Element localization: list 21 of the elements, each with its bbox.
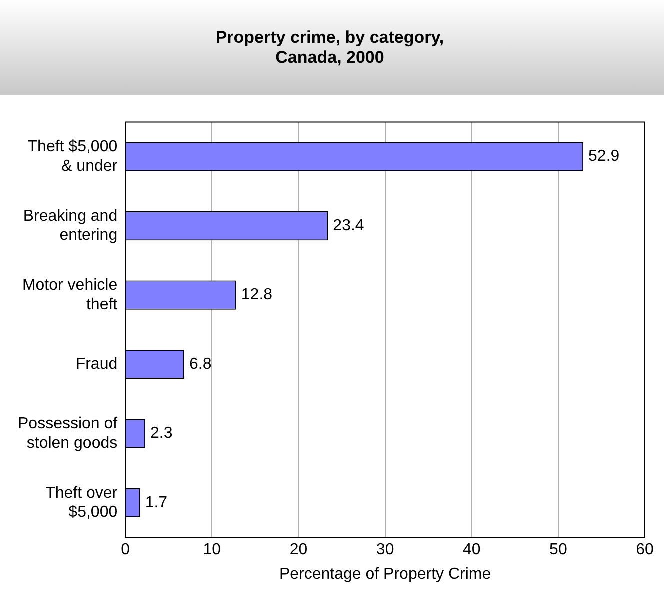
y-tick-label: Fraud: [76, 356, 118, 373]
x-tick-label: 30: [376, 542, 394, 559]
x-axis-title: Percentage of Property Crime: [279, 566, 492, 583]
x-tick-label: 20: [290, 542, 308, 559]
x-tick-label: 40: [462, 542, 481, 559]
chart-title: Property crime, by category, Canada, 2000: [214, 28, 446, 68]
data-label: 6.8: [189, 356, 212, 373]
y-tick-label: Theft $5,000 & under: [28, 138, 118, 175]
x-tick-label: 60: [636, 542, 654, 559]
x-tick-label: 50: [550, 542, 568, 559]
x-tick-label: 0: [121, 542, 130, 559]
y-tick-label: Motor vehicle theft: [22, 277, 118, 314]
x-tick-label: 10: [203, 542, 222, 559]
data-label: 23.4: [333, 217, 364, 234]
data-label: 1.7: [145, 494, 168, 512]
y-tick-label: Theft over $5,000: [46, 484, 118, 521]
y-tick-label: Breaking and entering: [23, 208, 118, 244]
data-label: 2.3: [150, 425, 173, 442]
data-label: 12.8: [241, 286, 273, 304]
data-label: 52.9: [588, 148, 620, 166]
y-tick-label: Possession of stolen goods: [18, 416, 118, 452]
